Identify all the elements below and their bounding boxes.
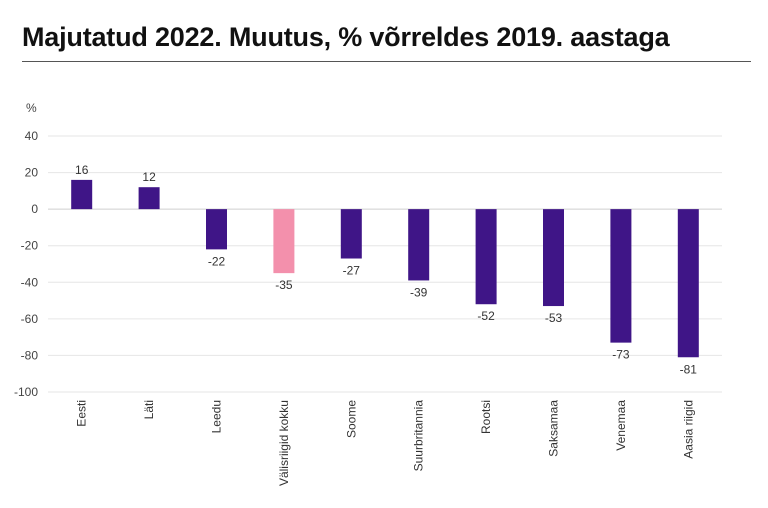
category-label: Aasia riigid — [681, 400, 695, 459]
bar — [475, 209, 497, 305]
data-labels: 16 12 -22 -35 -27 -39 -52 -53 -73 -81 — [75, 163, 697, 376]
data-label: -73 — [612, 348, 630, 362]
data-label: -35 — [275, 278, 293, 292]
title-divider — [22, 61, 751, 62]
bar — [340, 209, 362, 259]
category-label: Eesti — [75, 400, 89, 427]
category-label: Soome — [344, 400, 358, 438]
y-tick-label: -80 — [21, 348, 39, 362]
bar — [206, 209, 227, 250]
data-label: -27 — [343, 264, 361, 278]
y-tick-label: -40 — [21, 275, 39, 289]
category-label: Rootsi — [479, 400, 493, 434]
category-label: Saksamaa — [547, 400, 561, 457]
category-label: Venemaa — [614, 400, 628, 451]
chart-title: Majutatud 2022. Muutus, % võrreldes 2019… — [22, 22, 670, 52]
y-axis-unit: % — [26, 101, 37, 115]
y-tick-label: -20 — [21, 239, 39, 253]
bar — [138, 187, 160, 210]
y-tick-label: -60 — [21, 312, 39, 326]
data-label: -81 — [680, 362, 698, 376]
y-tick-label: 40 — [25, 129, 39, 143]
bar — [408, 209, 430, 281]
data-label: -52 — [477, 309, 495, 323]
data-label: -22 — [208, 254, 226, 268]
data-label: -53 — [545, 311, 563, 325]
bar — [543, 209, 564, 307]
data-label: 16 — [75, 163, 89, 177]
category-label: Suurbritannia — [412, 400, 426, 472]
data-label: 12 — [142, 170, 156, 184]
category-label: Leedu — [210, 400, 224, 433]
y-tick-label: 0 — [31, 202, 38, 216]
category-label: Välisriigid kokku — [277, 400, 291, 486]
bar — [71, 179, 93, 210]
bar — [273, 209, 295, 274]
gridlines — [48, 135, 722, 393]
data-label: -39 — [410, 285, 428, 299]
y-tick-label: -100 — [14, 385, 38, 399]
bar — [677, 209, 699, 358]
y-tick-label: 20 — [25, 166, 39, 180]
bar — [610, 209, 632, 343]
bars — [71, 179, 699, 358]
y-axis-ticks: 40 20 0 -20 -40 -60 -80 -100 — [14, 129, 38, 399]
category-label: Läti — [142, 400, 156, 419]
x-axis-labels: Eesti Läti Leedu Välisriigid kokku Soome Suur… — [75, 400, 696, 486]
